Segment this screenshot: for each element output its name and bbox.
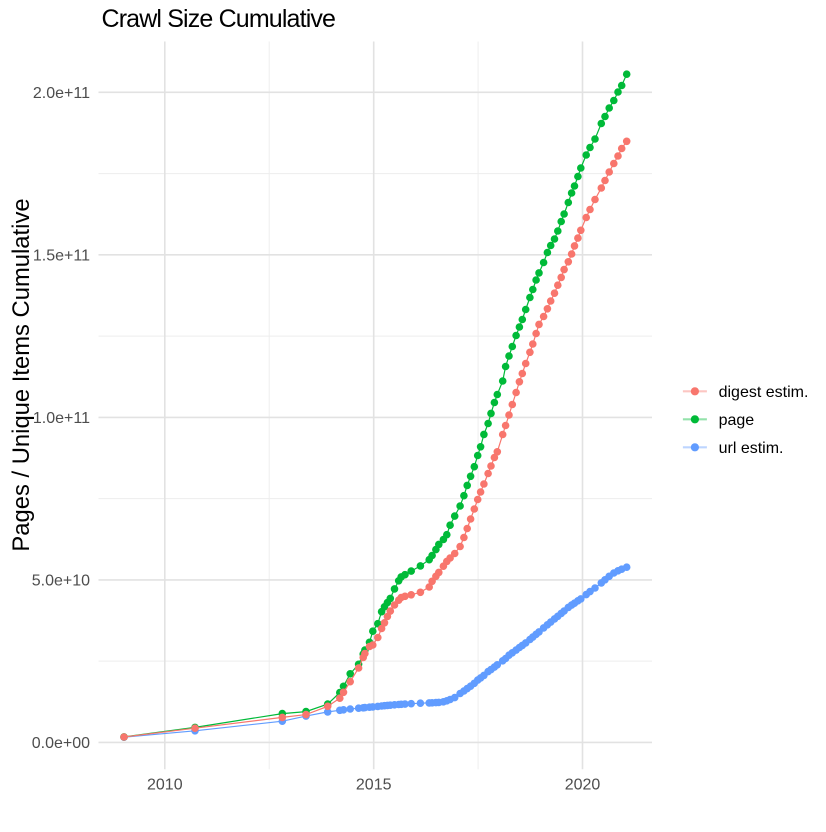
svg-text:Crawl Size Cumulative: Crawl Size Cumulative: [102, 5, 336, 33]
svg-text:2010: 2010: [147, 777, 183, 794]
svg-text:2020: 2020: [565, 777, 601, 794]
svg-text:2015: 2015: [356, 777, 392, 794]
svg-text:0.0e+00: 0.0e+00: [32, 735, 90, 752]
svg-text:Pages / Unique Items Cumulativ: Pages / Unique Items Cumulative: [8, 198, 35, 551]
svg-text:1.5e+11: 1.5e+11: [33, 248, 90, 265]
svg-text:url estim.: url estim.: [719, 440, 784, 457]
svg-text:5.0e+10: 5.0e+10: [32, 573, 90, 590]
svg-text:digest estim.: digest estim.: [719, 384, 809, 401]
svg-text:2.0e+11: 2.0e+11: [33, 85, 90, 102]
svg-text:page: page: [719, 412, 755, 429]
svg-text:1.0e+11: 1.0e+11: [33, 410, 90, 427]
